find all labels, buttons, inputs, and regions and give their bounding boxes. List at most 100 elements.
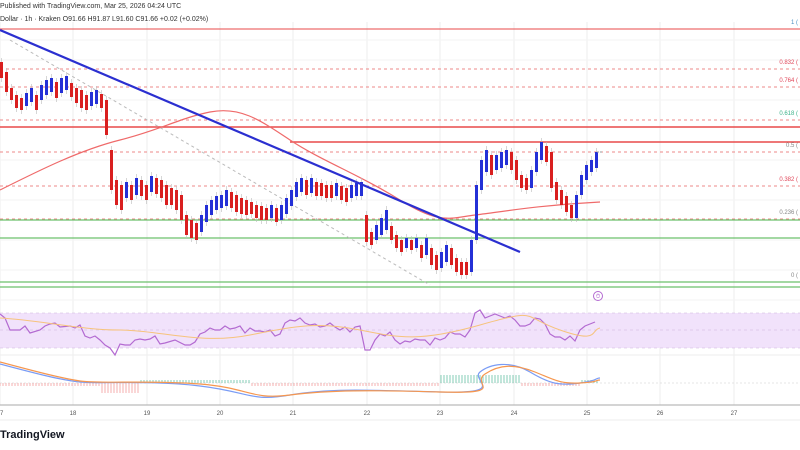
candle-body (135, 178, 138, 195)
candle-body (80, 90, 83, 108)
candle-body (215, 196, 218, 210)
candle-body (40, 85, 43, 100)
candle-body (310, 178, 313, 193)
candle-body (190, 220, 193, 238)
candle-body (220, 195, 223, 208)
candle-body (280, 205, 283, 220)
candle-body (260, 206, 263, 220)
candle-body (0, 62, 3, 78)
fib-label: 0.382 ( (779, 177, 798, 183)
candle-body (470, 240, 473, 272)
candle-body (555, 182, 558, 200)
candle-body (425, 238, 428, 255)
candle-body (105, 100, 108, 135)
candle-body (60, 78, 63, 93)
candle-body (450, 248, 453, 265)
candle-body (140, 180, 143, 196)
published-caption: Published with TradingView.com, Mar 25, … (0, 3, 182, 10)
descending-trendline (0, 28, 521, 254)
candle-body (295, 182, 298, 197)
candle-body (515, 160, 518, 180)
candle-body (405, 238, 408, 248)
candle-body (490, 155, 493, 175)
fib-label: 0 ( (790, 273, 798, 279)
candle-body (15, 95, 18, 108)
rsi-line (0, 309, 596, 357)
candle-body (200, 215, 203, 232)
candle-body (585, 165, 588, 180)
candle-body (385, 210, 388, 230)
candle-body (445, 245, 448, 262)
x-tick-label: 26 (656, 411, 664, 417)
candle-body (185, 215, 188, 235)
x-tick-label: 19 (143, 411, 151, 417)
candle-body (590, 160, 593, 172)
candle-body (160, 180, 163, 198)
candle-body (50, 78, 53, 92)
candle-body (130, 185, 133, 200)
fib-label: 0.5 ( (785, 143, 798, 149)
candle-body (125, 182, 128, 198)
candle-body (340, 186, 343, 200)
candle-body (145, 185, 148, 200)
alert-clock-icon[interactable]: ⏱ (593, 291, 603, 301)
fib-label: 0.832 ( (779, 60, 798, 66)
candle-body (150, 176, 153, 192)
candle-body (505, 150, 508, 165)
candle-body (535, 152, 538, 172)
x-tick-label: 23 (436, 411, 444, 417)
candle-body (520, 175, 523, 188)
candle-body (350, 185, 353, 198)
candle-body (335, 183, 338, 196)
candle-body (345, 188, 348, 202)
candle-body (275, 208, 278, 222)
candle-body (290, 190, 293, 206)
candle-body (500, 152, 503, 168)
candle-body (30, 88, 33, 102)
candle-body (530, 170, 533, 188)
candle-body (70, 83, 73, 97)
candle-body (255, 205, 258, 218)
candle-body (270, 205, 273, 218)
candle-body (20, 98, 23, 110)
fib-label: 0.764 ( (779, 78, 798, 84)
candle-body (285, 198, 288, 214)
candle-body (180, 195, 183, 220)
candle-body (90, 92, 93, 106)
candle-body (395, 235, 398, 248)
candle-body (390, 226, 393, 240)
candle-body (170, 188, 173, 205)
candle-body (415, 238, 418, 248)
candle-body (95, 90, 98, 104)
candle-body (475, 185, 478, 240)
candle-body (300, 178, 303, 192)
candle-body (570, 205, 573, 218)
candle-body (230, 192, 233, 208)
candle-body (430, 248, 433, 265)
x-tick-label: 21 (289, 411, 297, 417)
x-tick-label: 20 (216, 411, 224, 417)
candle-body (400, 240, 403, 252)
candle-body (120, 185, 123, 210)
candle-body (380, 218, 383, 235)
candle-body (155, 178, 158, 194)
candle-body (35, 95, 38, 110)
candle-body (110, 150, 113, 190)
candle-body (595, 152, 598, 168)
candle-body (545, 146, 548, 162)
candle-body (580, 175, 583, 195)
candle-body (165, 185, 168, 205)
candle-body (360, 182, 363, 196)
candle-body (460, 262, 463, 275)
candle-body (435, 255, 438, 270)
candle-body (525, 178, 528, 190)
candle-body (465, 262, 468, 275)
candle-body (175, 190, 178, 210)
candle-body (375, 225, 378, 240)
candle-body (205, 205, 208, 222)
candle-body (100, 94, 103, 108)
candle-body (495, 155, 498, 170)
candle-body (420, 245, 423, 258)
candle-body (55, 82, 58, 98)
